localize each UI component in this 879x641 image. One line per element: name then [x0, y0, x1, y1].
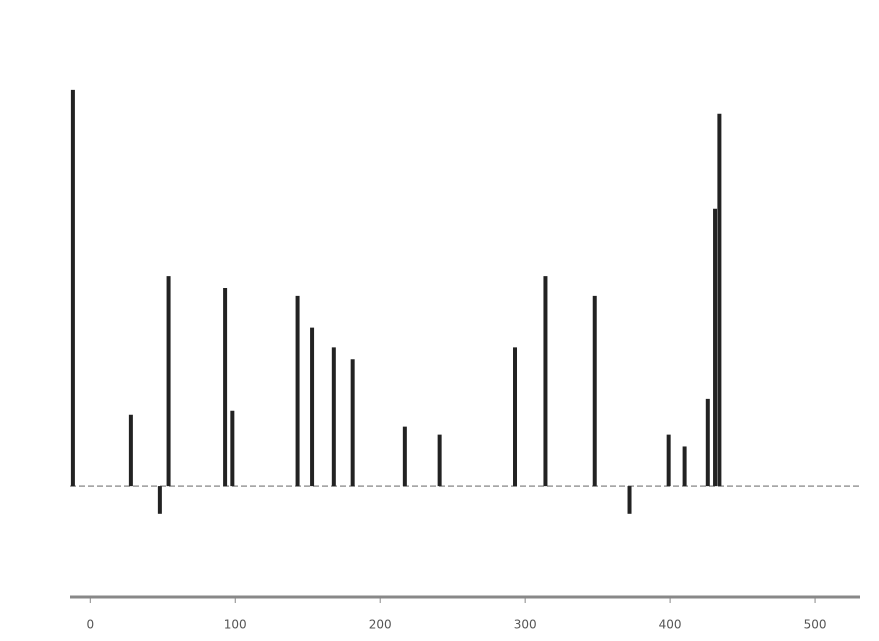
x-tick-label: 300 [514, 618, 537, 632]
x-tick-label: 400 [659, 618, 682, 632]
x-tick-label: 200 [369, 618, 392, 632]
x-tick-label: 100 [224, 618, 247, 632]
x-tick-label: 500 [804, 618, 827, 632]
x-tick-label: 0 [86, 618, 94, 632]
